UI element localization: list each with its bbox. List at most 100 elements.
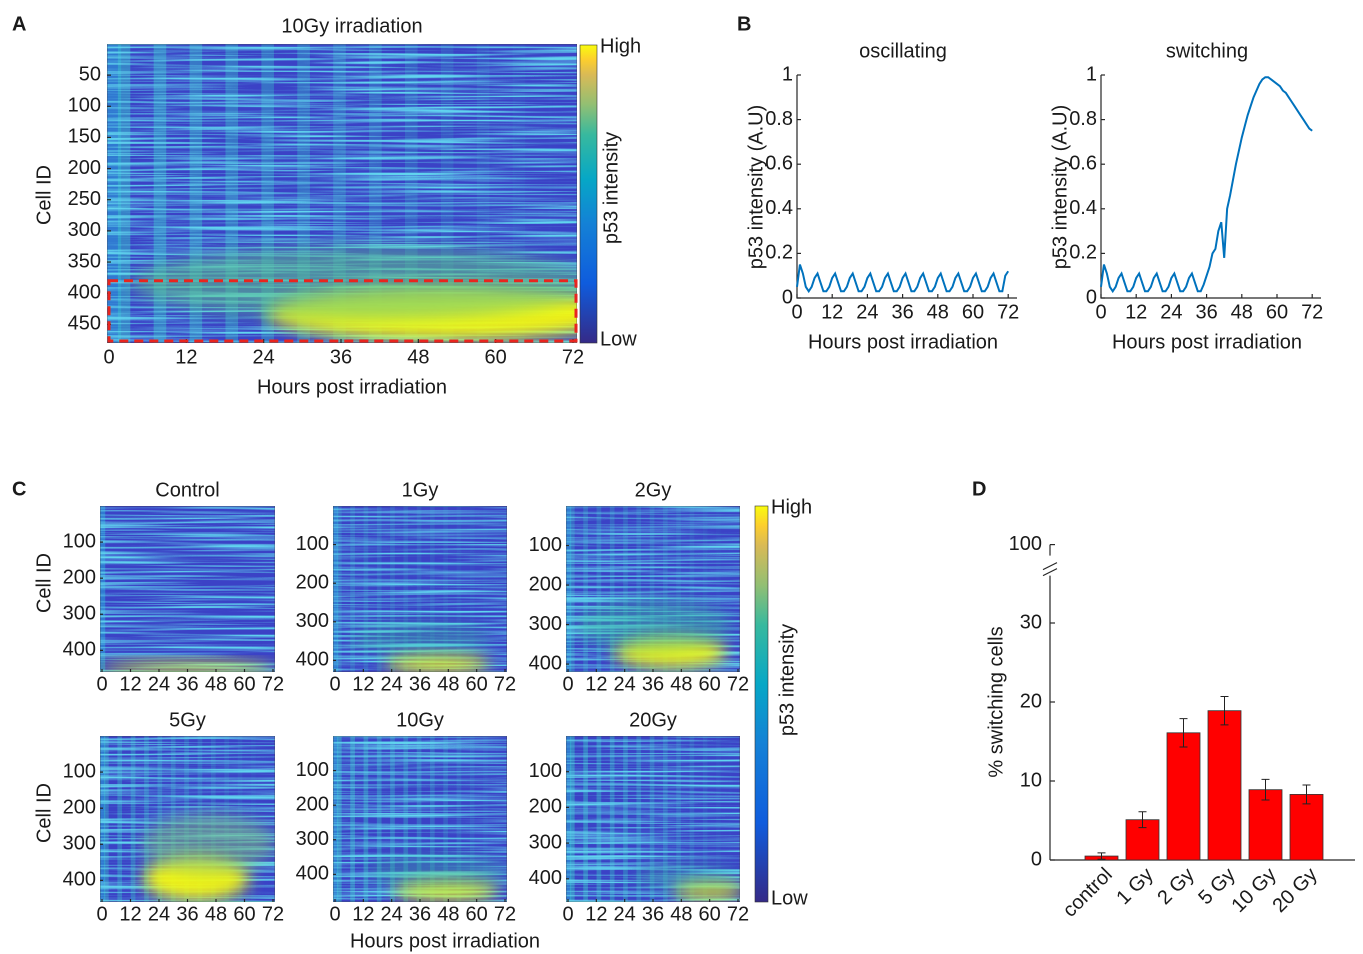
chart-title: 10Gy irradiation xyxy=(281,15,422,37)
panel-label: D xyxy=(972,478,986,500)
heatmap-image xyxy=(566,506,740,672)
line xyxy=(796,264,1010,294)
y-axis-title: % switching cells xyxy=(985,626,1007,777)
heatmap-hotspot xyxy=(100,662,275,672)
y-tick-label: 100 xyxy=(296,759,329,781)
error-bar xyxy=(1179,718,1188,748)
x-tick-label: 12 xyxy=(821,301,843,323)
x-tick-label: 72 xyxy=(997,301,1019,323)
x-tick-label: 60 xyxy=(485,346,507,368)
y-tick-label: 300 xyxy=(63,833,96,855)
y-axis-title: Cell ID xyxy=(33,783,55,843)
x-tick-label: 24 xyxy=(381,903,403,925)
x-tick-label: 48 xyxy=(670,673,692,695)
x-tick-label: 60 xyxy=(1266,301,1288,323)
x-tick-label: 12 xyxy=(119,673,141,695)
x-tick-label: 36 xyxy=(176,903,198,925)
x-tick-label: 36 xyxy=(891,301,913,323)
y-tick-label: 50 xyxy=(79,63,101,85)
bar xyxy=(1207,710,1242,861)
error-bar xyxy=(1261,778,1270,801)
panel-title: 10Gy xyxy=(396,709,444,731)
heatmap-image xyxy=(333,506,507,672)
heatmap-noise xyxy=(100,506,275,672)
heatmap-image xyxy=(333,736,507,902)
y-axis-title: Cell ID xyxy=(33,165,55,225)
axis-break xyxy=(1042,568,1058,577)
y-tick-label: 400 xyxy=(63,639,96,661)
y-tick-label: 0 xyxy=(1086,286,1097,308)
y-tick-label: 1 xyxy=(782,63,793,85)
x-axis-title: Hours post irradiation xyxy=(257,376,447,398)
panel-label: B xyxy=(737,13,751,35)
x-tick-label: 36 xyxy=(1195,301,1217,323)
y-tick-label: 400 xyxy=(68,281,101,303)
y-tick-label: 0.4 xyxy=(1069,197,1097,219)
x-tick-label: 12 xyxy=(1125,301,1147,323)
x-tick-label: 1 Gy xyxy=(1112,864,1157,909)
x-tick-label: 12 xyxy=(352,673,374,695)
x-tick-label: 48 xyxy=(205,673,227,695)
x-tick-label: 24 xyxy=(614,673,636,695)
heatmap-hotspot xyxy=(142,814,275,874)
y-tick-label: 200 xyxy=(296,571,329,593)
y-tick-label: 150 xyxy=(68,126,101,148)
panel-title: 20Gy xyxy=(629,709,677,731)
heatmap-image xyxy=(100,506,275,672)
y-tick-label: 200 xyxy=(63,566,96,588)
x-tick-label: 72 xyxy=(562,346,584,368)
y-tick-label: 450 xyxy=(68,313,101,335)
x-tick-label: 48 xyxy=(670,903,692,925)
x-tick-label: 72 xyxy=(262,673,284,695)
y-tick-label: 300 xyxy=(529,831,562,853)
x-tick-label: 72 xyxy=(727,903,749,925)
x-tick-label: 12 xyxy=(119,903,141,925)
y-tick-label: 100 xyxy=(63,530,96,552)
panel-label: A xyxy=(12,13,26,35)
y-tick-label: 300 xyxy=(63,603,96,625)
heatmap-hotspot xyxy=(350,622,490,656)
bar xyxy=(1166,732,1201,861)
colorbar-title: p53 intensity xyxy=(776,624,798,736)
heatmap-hotspot xyxy=(130,247,577,320)
panel-title: 1Gy xyxy=(402,479,439,501)
y-tick-label: 300 xyxy=(68,219,101,241)
colorbar-high: High xyxy=(771,496,812,518)
y-tick-label: 300 xyxy=(296,828,329,850)
x-tick-label: 24 xyxy=(381,673,403,695)
x-tick-label: 72 xyxy=(494,903,516,925)
colorbar-high: High xyxy=(600,35,641,57)
y-tick-label: 200 xyxy=(529,573,562,595)
y-tick-label: 0.2 xyxy=(765,242,793,264)
x-tick-label: 36 xyxy=(642,903,664,925)
x-tick-label: 48 xyxy=(407,346,429,368)
y-tick-label: 300 xyxy=(296,610,329,632)
x-tick-label: 10 Gy xyxy=(1227,864,1280,917)
y-tick-label: 100 xyxy=(529,534,562,556)
axes xyxy=(796,75,1017,299)
x-tick-label: 0 xyxy=(96,903,107,925)
y-tick-label: 200 xyxy=(529,796,562,818)
y-tick-label: 100 xyxy=(63,760,96,782)
y-tick-label: 0.8 xyxy=(765,108,793,130)
y-tick-label: 30 xyxy=(1020,611,1042,633)
x-tick-label: 12 xyxy=(352,903,374,925)
error-bar xyxy=(1097,852,1106,860)
colorbar-low: Low xyxy=(600,328,637,350)
x-axis-title: Hours post irradiation xyxy=(350,930,540,952)
x-axis-title: Hours post irradiation xyxy=(808,331,998,353)
panel-title: 2Gy xyxy=(635,479,672,501)
x-tick-label: 60 xyxy=(466,673,488,695)
bar xyxy=(1248,789,1283,861)
x-tick-label: 12 xyxy=(585,903,607,925)
x-tick-label: 0 xyxy=(1095,301,1106,323)
y-axis-title: Cell ID xyxy=(33,553,55,613)
y-tick-label: 0 xyxy=(782,286,793,308)
x-tick-label: 72 xyxy=(1301,301,1323,323)
y-tick-label: 0 xyxy=(1031,848,1042,870)
x-tick-label: 24 xyxy=(1160,301,1182,323)
error-bar xyxy=(1302,784,1311,805)
error-bar xyxy=(1220,695,1229,726)
x-tick-label: 48 xyxy=(927,301,949,323)
y-tick-label: 20 xyxy=(1020,690,1042,712)
